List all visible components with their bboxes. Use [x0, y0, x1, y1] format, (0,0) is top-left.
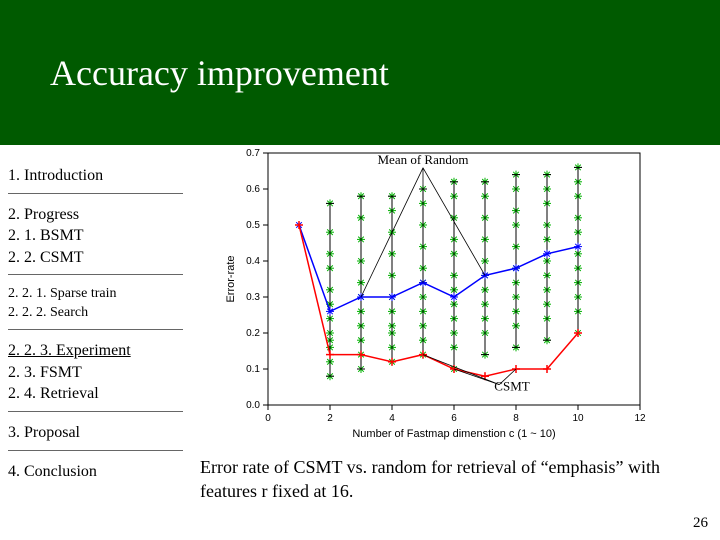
- page-number: 26: [693, 515, 708, 532]
- outline-item: 2. Progress: [8, 204, 183, 226]
- outline-item: 3. Proposal: [8, 422, 183, 444]
- slide-title: Accuracy improvement: [50, 52, 389, 94]
- svg-text:8: 8: [513, 413, 519, 424]
- outline-item: 2. 1. BSMT: [8, 225, 183, 247]
- outline-item: 1. Introduction: [8, 165, 183, 187]
- svg-text:Error-rate: Error-rate: [225, 255, 237, 302]
- slide-header: Accuracy improvement: [0, 0, 720, 145]
- outline-item: 2. 2. 2. Search: [8, 304, 183, 323]
- outline-item: 2. 2. CSMT: [8, 247, 183, 269]
- outline-sidebar: 1. Introduction 2. Progress 2. 1. BSMT 2…: [8, 155, 183, 488]
- outline-item: 2. 2. 1. Sparse train: [8, 285, 183, 304]
- outline-block-3: 2. 2. 1. Sparse train 2. 2. 2. Search: [8, 275, 183, 330]
- svg-text:Number of Fastmap dimenstion c: Number of Fastmap dimenstion c (1 ~ 10): [352, 428, 555, 440]
- svg-text:0.7: 0.7: [246, 148, 260, 159]
- svg-text:0.0: 0.0: [246, 400, 260, 411]
- outline-item: 4. Conclusion: [8, 461, 183, 483]
- svg-text:12: 12: [634, 413, 646, 424]
- svg-text:0.3: 0.3: [246, 292, 260, 303]
- outline-block-4: 2. 2. 3. Experiment 2. 3. FSMT 2. 4. Ret…: [8, 330, 183, 412]
- svg-text:0.2: 0.2: [246, 328, 260, 339]
- chart-caption: Error rate of CSMT vs. random for retrie…: [200, 455, 700, 504]
- outline-block-6: 4. Conclusion: [8, 451, 183, 489]
- svg-text:10: 10: [572, 413, 584, 424]
- svg-text:2: 2: [327, 413, 333, 424]
- svg-text:0.4: 0.4: [246, 256, 260, 267]
- outline-item-current: 2. 2. 3. Experiment: [8, 340, 183, 362]
- svg-text:0.6: 0.6: [246, 184, 260, 195]
- outline-block-2: 2. Progress 2. 1. BSMT 2. 2. CSMT: [8, 194, 183, 276]
- outline-item: 2. 4. Retrieval: [8, 383, 183, 405]
- svg-text:0.1: 0.1: [246, 364, 260, 375]
- outline-block-5: 3. Proposal: [8, 412, 183, 451]
- svg-text:0: 0: [265, 413, 271, 424]
- svg-text:4: 4: [389, 413, 395, 424]
- svg-text:CSMT: CSMT: [494, 379, 529, 394]
- outline-item: 2. 3. FSMT: [8, 362, 183, 384]
- svg-text:6: 6: [451, 413, 457, 424]
- outline-block-1: 1. Introduction: [8, 155, 183, 194]
- svg-text:0.5: 0.5: [246, 220, 260, 231]
- svg-text:Mean of Random: Mean of Random: [378, 152, 469, 167]
- error-rate-chart: 0 2 4 6 8 10 12 0.0 0.1 0.2 0.3 0.4 0.5 0.6 0.7 Number …: [220, 143, 650, 443]
